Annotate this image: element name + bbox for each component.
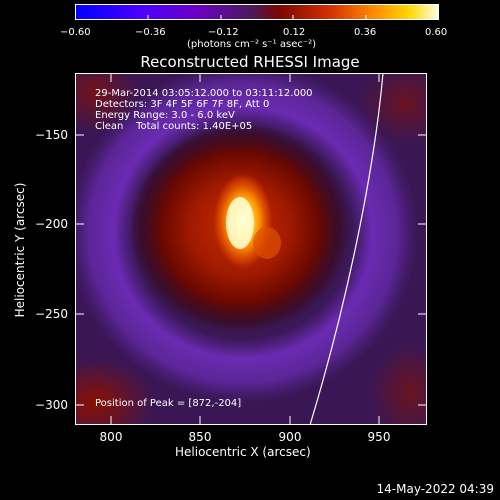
y-tick-label: −300: [35, 398, 68, 412]
info-line-energy: Energy Range: 3.0 - 6.0 keV: [95, 110, 235, 121]
y-axis-label: Heliocentric Y (arcsec): [13, 182, 27, 318]
colorbar-tick: 0.60: [425, 27, 448, 38]
x-axis-label: Heliocentric X (arcsec): [175, 445, 311, 459]
peak-position-text: Position of Peak = [872,-204]: [95, 398, 242, 409]
colorbar-gradient: [75, 4, 439, 20]
colorbar: [75, 4, 439, 20]
y-tick-label: −150: [35, 128, 68, 142]
y-tick-label: −200: [35, 217, 68, 231]
colorbar-tick: 0.12: [283, 27, 306, 38]
y-tick-label: −250: [35, 307, 68, 321]
solar-limb-line: [309, 72, 384, 426]
x-tick-label: 800: [99, 430, 123, 444]
colorbar-tick: 0.36: [354, 27, 377, 38]
x-tick-label: 850: [188, 430, 212, 444]
plot-title: Reconstructed RHESSI Image: [140, 53, 360, 71]
info-line-counts: Clean Total counts: 1.40E+05: [95, 121, 253, 132]
colorbar-units: (photons cm⁻² s⁻¹ asec⁻²): [187, 39, 317, 50]
footer-timestamp: 14-May-2022 04:39: [376, 482, 494, 496]
info-line-detectors: Detectors: 3F 4F 5F 6F 7F 8F, Att 0: [95, 99, 270, 110]
colorbar-tick: −0.60: [60, 27, 91, 38]
x-tick-label: 900: [278, 430, 302, 444]
colorbar-tick: −0.36: [135, 27, 166, 38]
info-line-time: 29-Mar-2014 03:05:12.000 to 03:11:12.000: [95, 88, 313, 99]
colorbar-tick: −0.12: [208, 27, 239, 38]
x-tick-label: 950: [367, 430, 391, 444]
